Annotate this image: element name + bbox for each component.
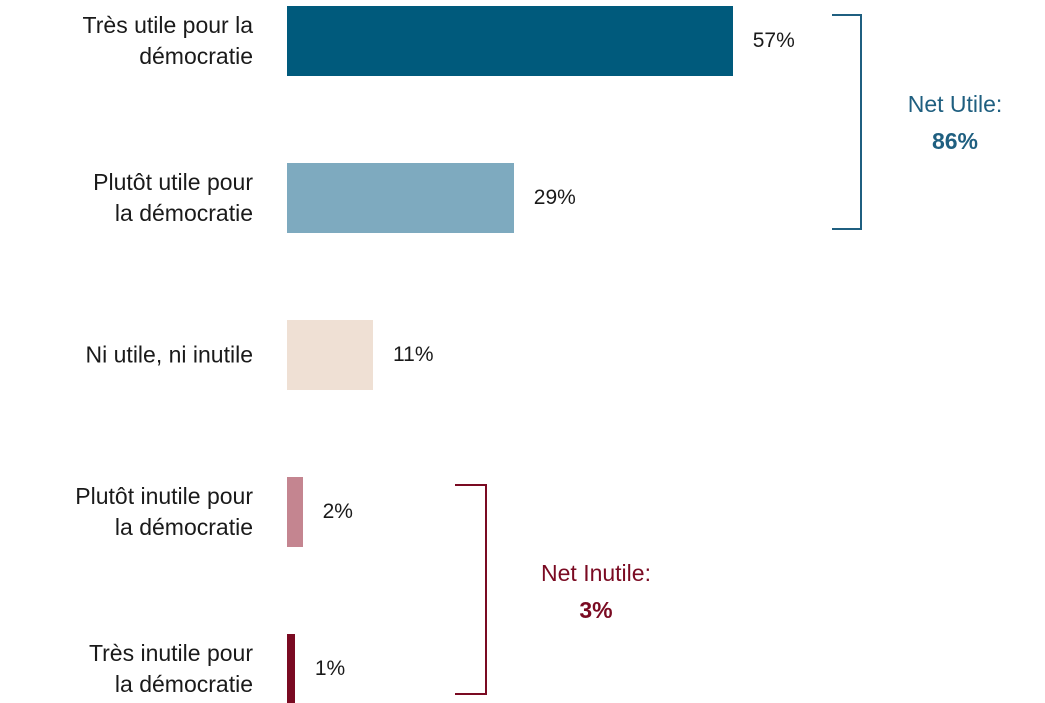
category-label: Très inutile pour la démocratie xyxy=(88,640,253,697)
annotation-value: 3% xyxy=(579,597,613,623)
annotation: Net Inutile: 3% xyxy=(496,555,696,629)
annotation: Net Utile: 86% xyxy=(855,86,1045,160)
bar xyxy=(287,163,514,233)
bar xyxy=(287,320,374,390)
category-label: Plutôt inutile pour la démocratie xyxy=(75,483,253,540)
value-label: 29% xyxy=(533,186,576,209)
category-label: Plutôt utile pour la démocratie xyxy=(93,169,253,226)
bar xyxy=(287,634,295,703)
category-label: Ni utile, ni inutile xyxy=(85,341,253,368)
bracket xyxy=(832,14,862,230)
annotation-value: 86% xyxy=(931,128,979,154)
category-label: Très utile pour la démocratie xyxy=(82,12,253,69)
value-label: 11% xyxy=(393,343,434,366)
value-label: 57% xyxy=(752,29,795,52)
value-label: 2% xyxy=(322,500,353,523)
value-label: 1% xyxy=(314,657,346,680)
annotation-label: Net Utile: xyxy=(907,91,1003,117)
bracket xyxy=(455,484,487,695)
bar xyxy=(287,6,733,76)
bar xyxy=(287,477,303,547)
annotation-label: Net Inutile: xyxy=(541,560,651,586)
